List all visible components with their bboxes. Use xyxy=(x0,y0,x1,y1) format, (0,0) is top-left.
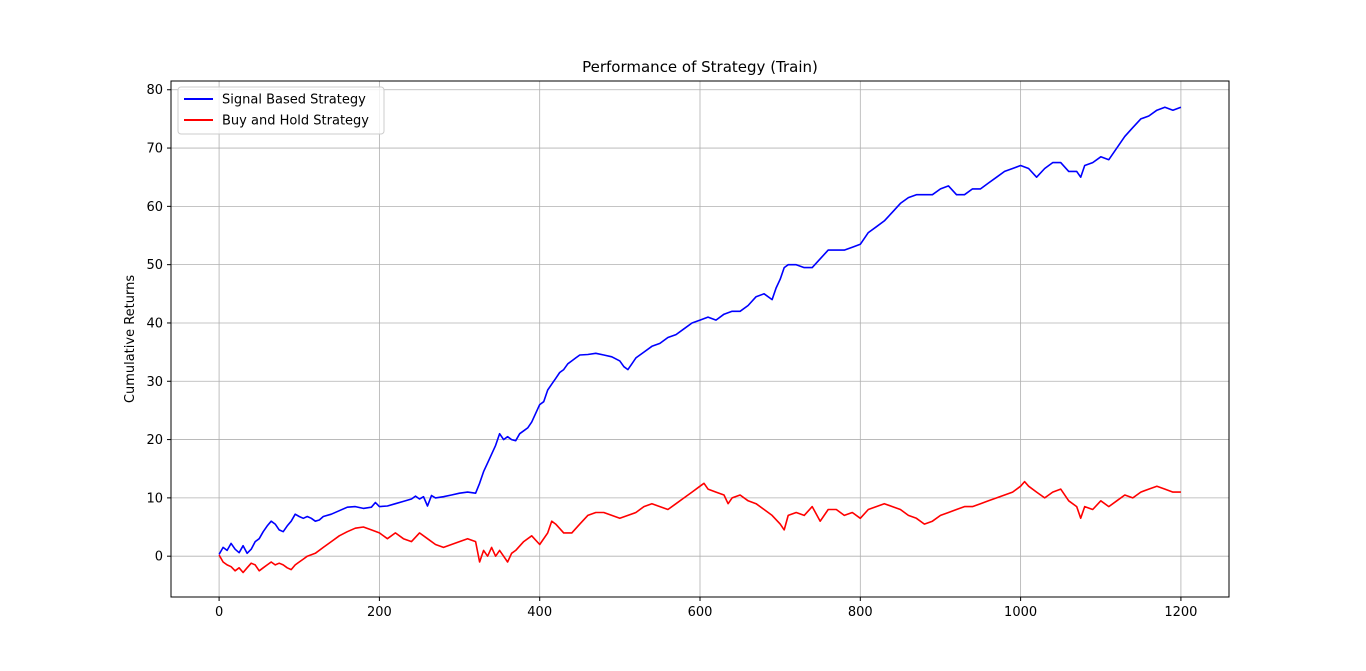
legend-entry-signal: Signal Based Strategy xyxy=(222,93,366,108)
series-layer xyxy=(218,106,1182,574)
y-tick-label: 10 xyxy=(146,491,163,506)
x-tick-label: 1200 xyxy=(1164,605,1197,620)
series-line-buy-hold xyxy=(218,480,1181,574)
legend-box xyxy=(177,86,385,135)
x-tick-label: 0 xyxy=(215,605,223,620)
grid xyxy=(171,81,1229,597)
x-tick-label: 600 xyxy=(688,605,713,620)
legend-entry-buy-hold: Buy and Hold Strategy xyxy=(222,114,369,129)
y-tick-label: 70 xyxy=(146,142,163,157)
y-tick-label: 80 xyxy=(146,83,163,98)
ticks: 0 200 400 600 800 1000 1200 0 10 20 30 40 50 60 70 80 xyxy=(146,83,1197,620)
y-axis-label: Cumulative Returns xyxy=(123,275,138,403)
y-tick-label: 40 xyxy=(146,316,163,331)
x-tick-label: 400 xyxy=(527,605,552,620)
y-tick-label: 30 xyxy=(146,375,163,390)
x-tick-label: 1000 xyxy=(1004,605,1037,620)
x-tick-label: 200 xyxy=(367,605,392,620)
chart-title: Performance of Strategy (Train) xyxy=(582,58,818,76)
legend: Signal Based Strategy Buy and Hold Strat… xyxy=(177,86,385,135)
y-tick-label: 60 xyxy=(146,200,163,215)
y-tick-label: 20 xyxy=(146,433,163,448)
y-tick-label: 0 xyxy=(155,550,163,565)
y-tick-label: 50 xyxy=(146,258,163,273)
x-tick-label: 800 xyxy=(848,605,873,620)
series-line-signal xyxy=(218,106,1182,555)
